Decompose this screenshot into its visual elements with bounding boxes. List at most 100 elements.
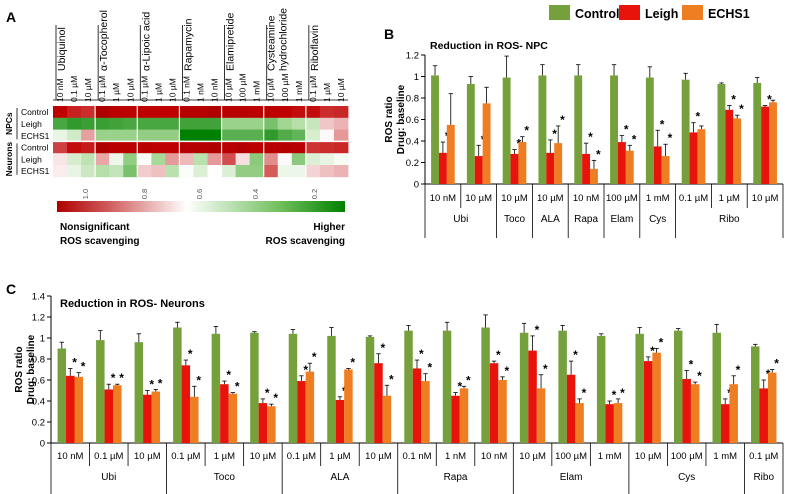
heatmap-cell	[165, 117, 180, 130]
bar-control	[574, 75, 583, 184]
group-label: Elam	[560, 472, 583, 483]
group-label: Toco	[214, 472, 236, 483]
heatmap-cell	[291, 106, 307, 119]
heatmap-cell	[207, 141, 222, 154]
bar-echs1	[697, 129, 706, 184]
significance-star: *	[188, 347, 193, 361]
x-tick-label: 1 µM	[719, 193, 740, 204]
bar-leigh	[605, 404, 614, 443]
heatmap-dose-label: 1 nM	[196, 83, 206, 102]
y-tick-label: 0.6	[406, 115, 419, 126]
bar-leigh	[412, 368, 422, 443]
group-label: Ubi	[453, 214, 468, 225]
bar-echs1	[590, 168, 598, 184]
heatmap-drug-label: α-Lipoic acid	[140, 12, 152, 71]
heatmap-dose-label: 0.1 µM	[97, 76, 107, 102]
significance-star: *	[731, 93, 736, 107]
heatmap-cell	[291, 153, 307, 166]
heatmap-drug-label: Riboflavin	[309, 25, 321, 71]
significance-star: *	[81, 360, 86, 374]
significance-star: *	[149, 378, 154, 392]
heatmap-cell	[95, 153, 110, 166]
heatmap-cell	[221, 153, 237, 166]
bar-leigh	[258, 403, 268, 443]
group-label: ALA	[330, 472, 349, 483]
legend-label-leigh: Leigh	[645, 7, 678, 21]
heatmap-scale-tick: 0.4	[251, 189, 260, 199]
y-tick-label: 1.4	[32, 292, 45, 303]
bar-control	[250, 332, 259, 443]
heatmap-scale-tick: 0.6	[195, 189, 204, 199]
x-tick-label: 10 µM	[365, 451, 392, 462]
heatmap-cell	[53, 129, 68, 142]
heatmap-low-label: Nonsignificant	[60, 222, 130, 233]
heatmap-cell	[193, 129, 208, 142]
heatmap-dose-label: 10 µM	[83, 78, 93, 102]
bar-leigh	[374, 363, 383, 443]
heatmap-cell	[123, 117, 138, 130]
group-label: ALA	[541, 214, 560, 225]
heatmap-cell	[67, 117, 82, 130]
heatmap-cell	[319, 106, 335, 119]
x-tick-label: 0.1 µM	[749, 451, 778, 462]
npc-bar-chart: Reduction in ROS- NPC ROS ratio Drug: base…	[384, 40, 784, 238]
significance-star: *	[650, 344, 655, 358]
bar-leigh	[725, 109, 734, 184]
significance-star: *	[380, 341, 385, 355]
heatmap-cell	[319, 129, 335, 142]
bar-control	[57, 348, 67, 443]
x-tick-label: 0.1 nM	[402, 451, 431, 462]
heatmap-dose-label: 10 µM	[224, 78, 234, 102]
heatmap-scale-tick: 0.8	[140, 189, 149, 199]
heatmap-cell	[263, 165, 279, 178]
heatmap-group-label: Neurons	[4, 142, 14, 177]
heatmap-cell	[305, 153, 321, 166]
heatmap-cell	[249, 106, 265, 119]
bar-echs1	[536, 388, 546, 443]
significance-star: *	[632, 132, 637, 146]
heatmap-cell	[95, 106, 110, 119]
bar-control	[404, 330, 413, 443]
significance-star: *	[111, 371, 116, 385]
heatmap-cell	[277, 129, 293, 142]
bar-control	[442, 330, 452, 443]
heatmap-cell	[151, 165, 166, 178]
heatmap-cell	[165, 153, 180, 166]
bar-leigh	[761, 106, 770, 184]
neuron-bar-chart: Reduction in ROS- Neurons ROS ratio Drug: …	[14, 292, 784, 494]
bar-echs1	[733, 118, 742, 184]
bar-echs1	[382, 395, 392, 443]
bar-control	[635, 333, 644, 443]
bar-leigh	[489, 363, 499, 443]
heatmap-cell	[123, 153, 138, 166]
y-tick-label: 0.2	[32, 418, 45, 429]
heatmap-cell	[221, 106, 237, 119]
y-tick-label: 1.2	[32, 313, 45, 324]
heatmap-row-label: ECHS1	[21, 166, 50, 176]
bar-echs1	[446, 124, 455, 185]
heatmap-cell	[235, 153, 251, 166]
bar-control	[717, 84, 726, 184]
significance-star: *	[573, 348, 578, 362]
x-tick-label: 1 mM	[713, 451, 737, 462]
chart-title: Reduction in ROS- Neurons	[60, 298, 205, 310]
x-tick-label: 10 µM	[501, 193, 528, 204]
heatmap-dose-label: 100 µM	[280, 73, 290, 102]
heatmap-cell	[263, 129, 279, 142]
significance-star: *	[419, 347, 424, 361]
heatmap-cell	[137, 141, 152, 154]
y-tick-label: 0	[414, 180, 419, 191]
x-tick-label: 10 µM	[752, 193, 779, 204]
heatmap-cell	[67, 165, 82, 178]
heatmap-drug-label-line2: hydrochloride	[278, 8, 290, 71]
heatmap-cell	[249, 141, 265, 154]
bar-echs1	[575, 403, 584, 443]
heatmap-cell	[319, 141, 335, 154]
heatmap-cell	[235, 141, 251, 154]
heatmap-cell	[207, 117, 222, 130]
heatmap-drug-label: Elamipretide	[225, 12, 237, 71]
x-tick-label: 0.1 µM	[679, 193, 708, 204]
heatmap-cell	[81, 117, 96, 130]
heatmap-cell	[291, 129, 307, 142]
bar-echs1	[498, 380, 507, 443]
